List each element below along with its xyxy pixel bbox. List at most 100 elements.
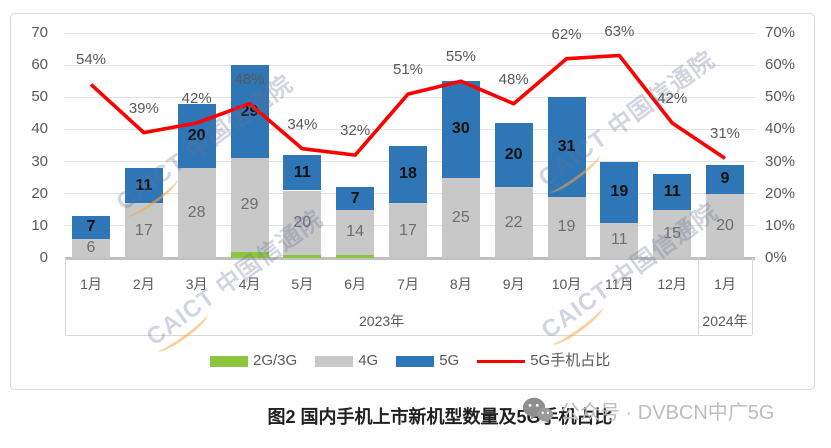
x-axis-month-label: 4月 (238, 276, 261, 292)
bar-segment-4g: 17 (124, 203, 163, 258)
right-axis-tick-label: 40% (765, 120, 796, 138)
line-data-label: 62% (551, 25, 582, 43)
line-data-label: 63% (604, 22, 635, 40)
wechat-icon (522, 397, 554, 424)
line-data-label: 51% (392, 61, 424, 79)
bar-segment-5g: 18 (389, 145, 427, 204)
x-axis-month-label: 8月 (449, 276, 472, 292)
right-axis-tick-label: 30% (765, 152, 796, 170)
left-axis-tick-label: 0 (39, 249, 48, 266)
line-series-path (89, 53, 727, 160)
gridline (65, 32, 755, 34)
bar-value-label: 31 (557, 138, 576, 156)
bar-value-label: 11 (135, 176, 153, 194)
gridline (65, 128, 755, 130)
line-data-label: 42% (181, 90, 212, 107)
bar-segment-5g: 31 (547, 97, 586, 197)
bar-segment-4g: 25 (441, 177, 480, 258)
bar-segment-4g: 14 (336, 209, 375, 255)
legend-color-swatch (315, 355, 354, 367)
bar-segment-5g: 19 (600, 161, 639, 223)
right-axis-tick-label: 10% (765, 216, 796, 234)
legend-label: 5G手机占比 (530, 352, 611, 369)
x-axis-line (65, 258, 755, 260)
line-data-label: 32% (340, 122, 371, 140)
bar-value-label: 20 (293, 213, 312, 231)
line-data-label: 48% (498, 70, 529, 88)
legend-label: 5G (439, 352, 460, 369)
line-data-label: 31% (709, 125, 741, 143)
right-axis-tick-label: 0% (765, 249, 787, 266)
gridline (65, 96, 755, 98)
x-axis-month-label: 10月 (551, 276, 582, 292)
left-axis-tick-label: 40 (31, 120, 48, 138)
x-axis-month-label: 11月 (605, 276, 634, 292)
left-axis-tick-label: 70 (31, 24, 48, 41)
bar-value-label: 11 (293, 163, 311, 181)
bar-segment-2g-3g (283, 254, 322, 258)
right-axis-tick-label: 50% (765, 88, 796, 106)
left-axis-tick-label: 50 (31, 88, 48, 106)
gridline (65, 64, 755, 66)
x-axis-year-label: 2024年 (702, 313, 748, 329)
x-axis-month-label: 5月 (291, 276, 314, 292)
bar-segment-5g: 9 (706, 164, 744, 194)
category-box-divider (752, 258, 753, 335)
legend-label: 4G (358, 352, 379, 369)
bar-segment-5g: 11 (124, 168, 163, 204)
category-box-bottom-line (65, 335, 752, 336)
bar-value-label: 20 (716, 216, 734, 234)
right-axis-tick-label: 20% (765, 184, 796, 202)
bar-value-label: 7 (86, 218, 96, 236)
wechat-watermark: 公众号 · DVBCN中广5G (522, 396, 774, 425)
bar-value-label: 11 (663, 183, 681, 201)
bar-segment-4g: 15 (653, 209, 692, 258)
bar-value-label: 17 (399, 221, 417, 239)
x-axis-year-label: 2023年 (359, 313, 405, 329)
bar-segment-4g: 17 (389, 203, 427, 258)
left-axis-tick-label: 60 (31, 56, 48, 74)
bar-value-label: 6 (86, 239, 96, 257)
bar-segment-5g: 11 (283, 155, 322, 191)
bar-value-label: 20 (187, 126, 206, 144)
bar-segment-4g: 22 (494, 187, 533, 258)
x-axis-month-label: 1月 (80, 276, 102, 292)
left-axis-tick-label: 30 (31, 152, 48, 170)
bar-segment-2g-3g (230, 251, 269, 258)
bar-value-label: 29 (240, 195, 259, 213)
bar-segment-5g: 29 (230, 65, 269, 159)
line-data-label: 34% (287, 115, 318, 133)
legend-color-swatch (396, 355, 435, 367)
x-axis-month-label: 2月 (132, 276, 155, 292)
legend-item-5g手机占比: 5G手机占比 (477, 353, 610, 369)
bar-segment-5g: 11 (653, 174, 692, 210)
x-axis-month-label: 7月 (397, 276, 419, 292)
chart-legend: 2G/3G 4G 5G 5G手机占比 (210, 352, 610, 370)
legend-item-4g: 4G (315, 353, 378, 369)
left-axis-tick-label: 20 (31, 184, 48, 202)
bar-value-label: 20 (504, 146, 523, 164)
bar-value-label: 9 (720, 170, 730, 188)
legend-item-5g: 5G (396, 353, 459, 369)
category-box-divider (698, 258, 699, 335)
bar-segment-5g: 7 (72, 216, 110, 239)
x-axis-month-label: 12月 (657, 276, 687, 292)
x-axis-month-label: 9月 (502, 276, 525, 292)
line-data-label: 55% (445, 48, 476, 66)
left-axis-tick-label: 10 (31, 216, 48, 234)
line-data-label: 42% (657, 90, 688, 107)
legend-label: 2G/3G (253, 352, 298, 369)
bar-value-label: 25 (451, 208, 470, 226)
bar-value-label: 15 (663, 224, 682, 242)
x-axis-month-label: 3月 (185, 276, 208, 292)
line-data-label: 54% (75, 51, 107, 69)
bar-segment-5g: 7 (336, 187, 375, 210)
bar-value-label: 17 (134, 221, 153, 239)
bar-value-label: 18 (399, 165, 417, 183)
bar-value-label: 19 (557, 218, 576, 236)
x-axis-month-label: 1月 (714, 276, 736, 292)
bar-segment-4g: 28 (177, 168, 216, 258)
bar-segment-5g: 20 (177, 103, 216, 168)
bar-segment-5g: 20 (494, 123, 533, 188)
